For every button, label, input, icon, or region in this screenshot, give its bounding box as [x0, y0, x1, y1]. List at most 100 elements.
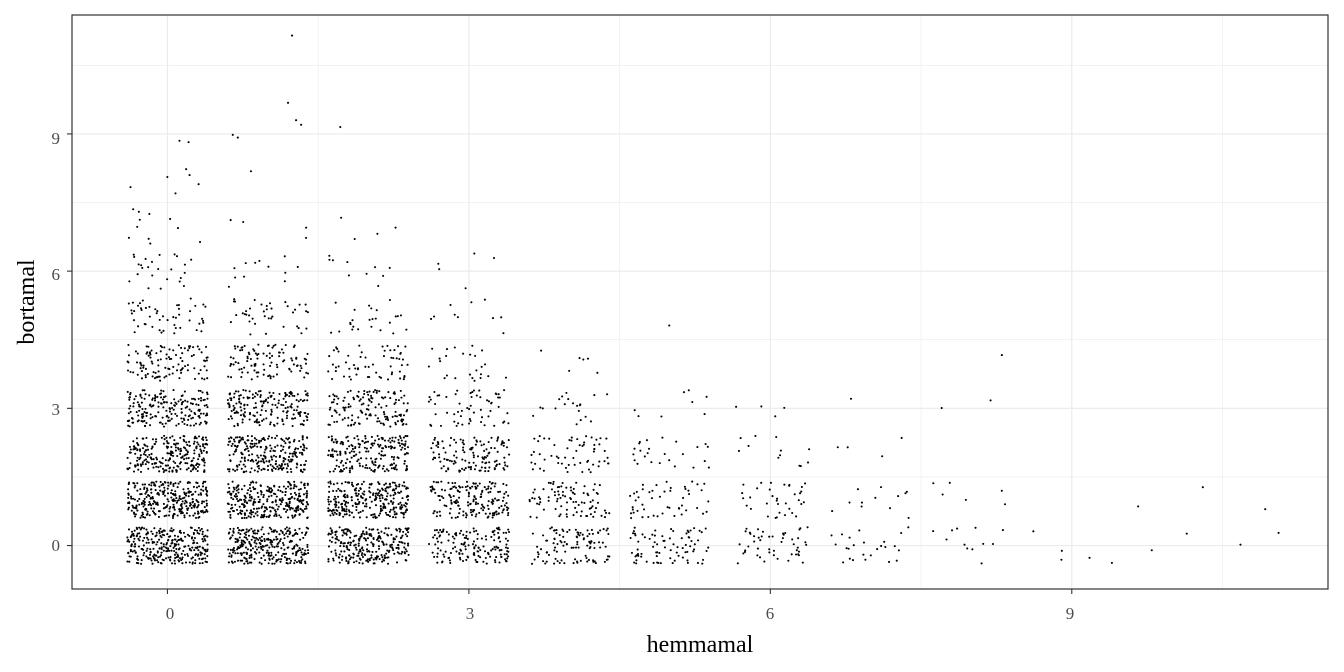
data-point: [202, 470, 206, 473]
data-point: [294, 529, 297, 532]
data-point: [862, 541, 866, 544]
data-point: [262, 401, 265, 405]
data-point: [134, 506, 137, 510]
data-point: [141, 539, 144, 542]
data-point: [377, 540, 380, 543]
data-point: [503, 456, 506, 459]
data-point: [593, 443, 596, 447]
data-point: [682, 391, 686, 394]
data-point: [234, 469, 237, 472]
data-point: [361, 555, 364, 559]
data-point: [635, 559, 638, 562]
data-point: [443, 457, 446, 461]
data-point: [288, 395, 291, 398]
data-point: [171, 517, 175, 520]
data-point: [242, 551, 245, 554]
data-point: [433, 529, 436, 532]
data-point: [177, 400, 180, 403]
data-point: [128, 407, 131, 410]
data-point: [797, 550, 801, 553]
data-point: [151, 362, 154, 365]
data-point: [142, 502, 145, 505]
data-point: [186, 507, 189, 510]
data-point: [133, 515, 137, 518]
data-point: [175, 547, 178, 551]
data-point: [537, 440, 540, 443]
data-point: [479, 556, 482, 559]
data-point: [334, 366, 338, 369]
data-point: [391, 415, 394, 418]
data-point: [443, 555, 446, 558]
data-point: [262, 418, 265, 421]
data-point: [566, 470, 569, 474]
data-point: [570, 546, 573, 549]
data-point: [243, 512, 247, 515]
data-point: [374, 414, 377, 417]
data-point: [550, 488, 554, 491]
data-point: [383, 470, 386, 473]
data-point: [165, 550, 168, 553]
data-point: [507, 550, 510, 553]
data-point: [233, 267, 236, 270]
data-point: [154, 415, 157, 418]
data-point: [772, 554, 775, 557]
data-point: [384, 489, 387, 492]
data-point: [167, 500, 170, 503]
data-point: [305, 371, 308, 374]
data-point: [574, 500, 578, 503]
data-point: [151, 502, 155, 505]
data-point: [159, 527, 162, 530]
data-point: [237, 488, 240, 491]
data-point: [298, 492, 301, 495]
data-point: [454, 377, 457, 380]
data-point: [461, 458, 464, 461]
data-point: [356, 503, 359, 506]
data-point: [488, 512, 491, 515]
data-point: [392, 507, 395, 510]
data-point: [950, 529, 954, 532]
data-point: [632, 453, 635, 456]
data-point: [370, 528, 373, 531]
data-point: [342, 464, 345, 467]
data-point: [499, 553, 502, 556]
data-point: [403, 453, 406, 456]
data-point: [206, 377, 209, 380]
data-point: [406, 402, 409, 405]
data-point: [364, 539, 368, 542]
data-point: [260, 460, 263, 463]
data-point: [562, 544, 565, 547]
data-point: [383, 532, 386, 535]
data-point: [605, 437, 608, 440]
data-point: [349, 531, 352, 534]
data-point: [177, 344, 180, 347]
data-point: [254, 459, 258, 462]
data-point: [357, 438, 360, 441]
data-point: [201, 317, 204, 320]
data-point: [268, 391, 271, 394]
data-point: [140, 413, 143, 416]
data-point: [272, 375, 275, 378]
data-point: [185, 168, 188, 171]
data-point: [650, 461, 653, 464]
data-point: [160, 531, 163, 534]
data-point: [191, 562, 194, 565]
data-point: [252, 486, 255, 489]
data-point: [197, 549, 200, 552]
data-point: [350, 511, 354, 514]
data-point: [175, 424, 178, 427]
data-point: [227, 503, 230, 506]
data-point: [398, 442, 401, 445]
data-point: [134, 447, 137, 450]
data-point: [500, 549, 503, 552]
data-point: [388, 515, 392, 518]
data-point: [487, 515, 490, 518]
data-point: [557, 493, 560, 496]
data-point: [407, 531, 410, 534]
data-point: [471, 446, 474, 449]
data-point: [248, 390, 251, 393]
data-point: [236, 424, 239, 427]
data-point: [149, 456, 152, 459]
data-point: [173, 398, 176, 401]
data-point: [198, 515, 201, 518]
data-point: [398, 435, 401, 438]
